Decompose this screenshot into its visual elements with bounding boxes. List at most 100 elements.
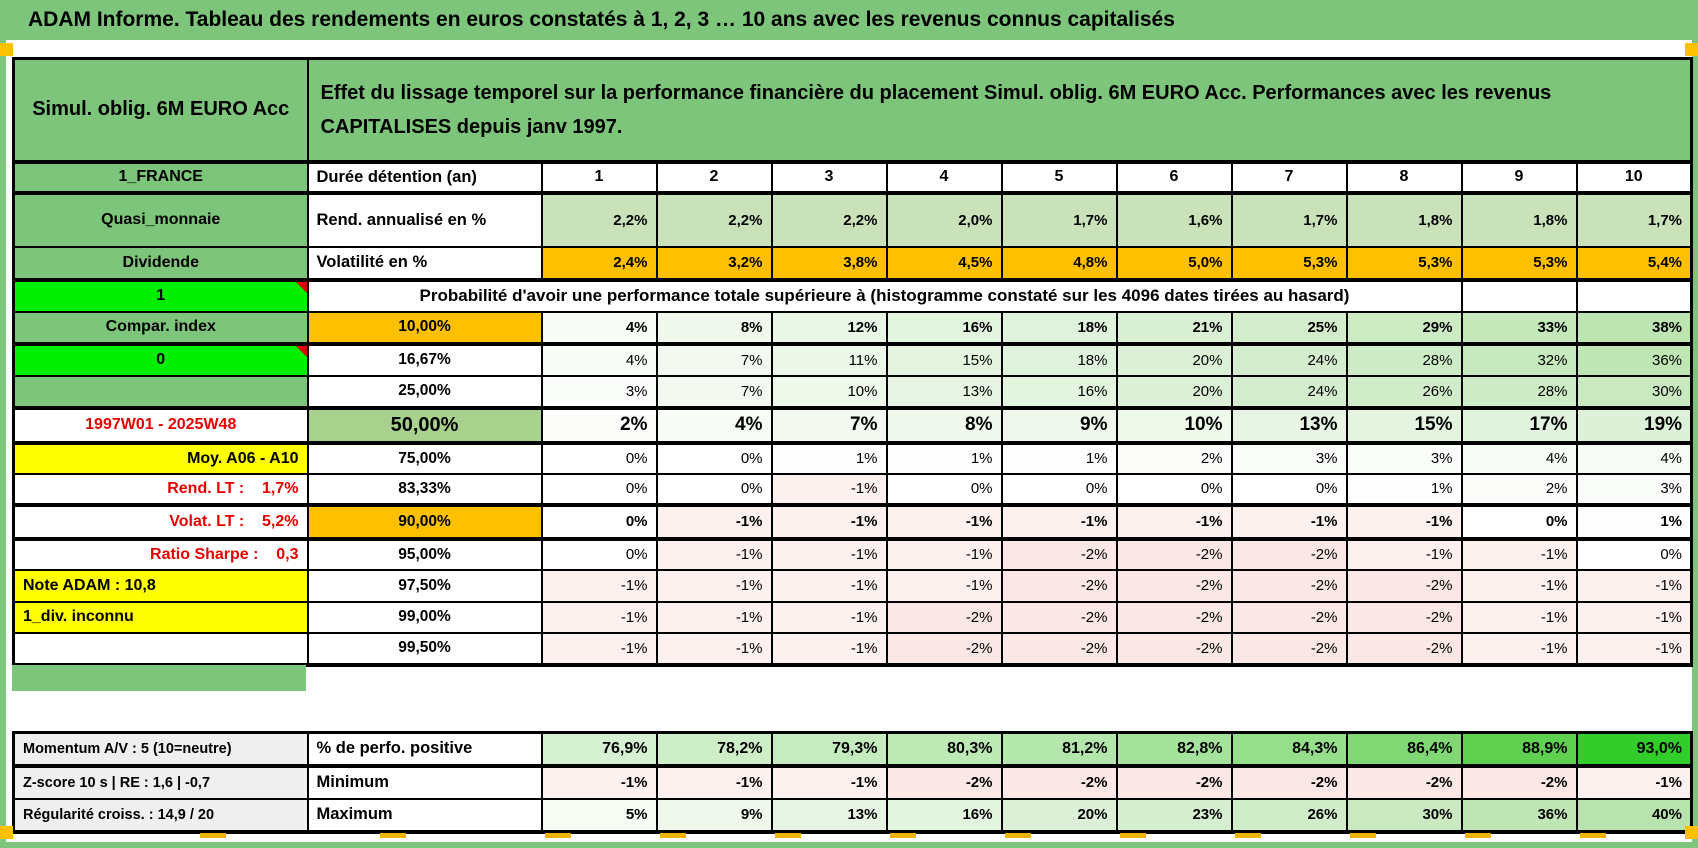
metric-label-cell[interactable]: 16,67% (306, 342, 543, 377)
value-cell[interactable]: 20% (1000, 797, 1118, 834)
value-cell[interactable]: -1% (770, 537, 888, 571)
value-cell[interactable]: 4% (1460, 441, 1578, 475)
value-cell[interactable]: 7% (655, 342, 773, 377)
value-cell[interactable]: 4% (655, 406, 773, 445)
value-cell[interactable]: 3% (1575, 472, 1693, 507)
row-label-cell[interactable]: Ratio Sharpe : 0,3 (12, 537, 309, 571)
row-label-cell[interactable]: Note ADAM : 10,8 (12, 568, 309, 603)
value-cell[interactable]: 20% (1115, 374, 1233, 410)
value-cell[interactable]: 1,8% (1345, 191, 1463, 248)
metric-label-cell[interactable]: Durée détention (an) (306, 160, 543, 195)
value-cell[interactable]: 13% (1230, 406, 1348, 445)
metric-label-cell[interactable]: 83,33% (306, 472, 543, 507)
value-cell[interactable]: 3,2% (655, 245, 773, 282)
value-cell[interactable]: 0% (1575, 537, 1693, 571)
value-cell[interactable]: 1,7% (1000, 191, 1118, 248)
value-cell[interactable]: 36% (1460, 797, 1578, 834)
metric-label-cell[interactable]: Rend. annualisé en % (306, 191, 543, 248)
value-cell[interactable]: 3 (770, 160, 888, 195)
value-cell[interactable]: 5 (1000, 160, 1118, 195)
value-cell[interactable]: 1% (770, 441, 888, 475)
value-cell[interactable]: 2,2% (770, 191, 888, 248)
value-cell[interactable]: 10 (1575, 160, 1693, 195)
value-cell[interactable]: 15% (885, 342, 1003, 377)
value-cell[interactable]: 78,2% (655, 731, 773, 768)
value-cell[interactable]: 84,3% (1230, 731, 1348, 768)
value-cell[interactable]: 0% (1115, 472, 1233, 507)
value-cell[interactable]: -1% (655, 600, 773, 634)
value-cell[interactable]: 20% (1115, 342, 1233, 377)
value-cell[interactable]: 7% (655, 374, 773, 410)
value-cell[interactable]: 4,8% (1000, 245, 1118, 282)
value-cell[interactable]: -2% (1230, 568, 1348, 603)
value-cell[interactable]: -2% (1230, 631, 1348, 667)
value-cell[interactable]: 4% (1575, 441, 1693, 475)
value-cell[interactable]: -2% (1000, 537, 1118, 571)
metric-label-cell[interactable]: Volatilité en % (306, 245, 543, 282)
value-cell[interactable]: 8% (655, 310, 773, 346)
value-cell[interactable]: 0% (655, 472, 773, 507)
value-cell[interactable]: 40% (1575, 797, 1693, 834)
value-cell[interactable]: 82,8% (1115, 731, 1233, 768)
metric-label-cell[interactable]: 25,00% (306, 374, 543, 410)
value-cell[interactable]: 16% (885, 797, 1003, 834)
value-cell[interactable]: -1% (1575, 764, 1693, 800)
value-cell[interactable]: 79,3% (770, 731, 888, 768)
value-cell[interactable]: -2% (1115, 631, 1233, 667)
value-cell[interactable]: 24% (1230, 374, 1348, 410)
metric-label-cell[interactable]: 90,00% (306, 503, 543, 541)
value-cell[interactable]: 86,4% (1345, 731, 1463, 768)
value-cell[interactable]: 16% (1000, 374, 1118, 410)
row-label-cell[interactable]: Régularité croiss. : 14,9 / 20 (12, 797, 309, 834)
value-cell[interactable]: -2% (1345, 631, 1463, 667)
metric-label-cell[interactable]: 10,00% (306, 310, 543, 346)
row-label-cell[interactable]: 1997W01 - 2025W48 (12, 406, 309, 445)
value-cell[interactable]: -2% (1345, 568, 1463, 603)
value-cell[interactable]: 1% (1000, 441, 1118, 475)
value-cell[interactable]: -2% (1000, 568, 1118, 603)
value-cell[interactable]: 7% (770, 406, 888, 445)
value-cell[interactable]: -2% (885, 631, 1003, 667)
value-cell[interactable]: 0% (540, 441, 658, 475)
value-cell[interactable]: 2,2% (655, 191, 773, 248)
metric-label-cell[interactable]: 97,50% (306, 568, 543, 603)
value-cell[interactable]: 3% (540, 374, 658, 410)
row-label-cell[interactable]: Z-score 10 s | RE : 1,6 | -0,7 (12, 764, 309, 800)
value-cell[interactable]: 23% (1115, 797, 1233, 834)
value-cell[interactable]: -1% (770, 600, 888, 634)
value-cell[interactable]: -1% (1575, 568, 1693, 603)
value-cell[interactable]: 10% (770, 374, 888, 410)
value-cell[interactable]: -1% (1575, 631, 1693, 667)
value-cell[interactable]: 1,7% (1575, 191, 1693, 248)
value-cell[interactable]: -1% (655, 503, 773, 541)
value-cell[interactable]: 0% (540, 472, 658, 507)
empty-cell[interactable] (1460, 278, 1578, 313)
value-cell[interactable]: -1% (770, 568, 888, 603)
value-cell[interactable]: 28% (1460, 374, 1578, 410)
value-cell[interactable]: 2% (540, 406, 658, 445)
value-cell[interactable]: -1% (655, 568, 773, 603)
value-cell[interactable]: 2,2% (540, 191, 658, 248)
value-cell[interactable]: 1 (540, 160, 658, 195)
value-cell[interactable]: 76,9% (540, 731, 658, 768)
value-cell[interactable]: -2% (1115, 568, 1233, 603)
value-cell[interactable]: -1% (770, 764, 888, 800)
value-cell[interactable]: 12% (770, 310, 888, 346)
value-cell[interactable]: -2% (1230, 764, 1348, 800)
metric-label-cell[interactable]: % de perfo. positive (306, 731, 543, 768)
value-cell[interactable]: 26% (1230, 797, 1348, 834)
value-cell[interactable]: 0% (1460, 503, 1578, 541)
value-cell[interactable]: 5,4% (1575, 245, 1693, 282)
value-cell[interactable]: 5,3% (1460, 245, 1578, 282)
row-label-cell[interactable]: Volat. LT : 5,2% (12, 503, 309, 541)
value-cell[interactable]: 4,5% (885, 245, 1003, 282)
value-cell[interactable]: 17% (1460, 406, 1578, 445)
value-cell[interactable]: -2% (885, 764, 1003, 800)
value-cell[interactable]: 8 (1345, 160, 1463, 195)
value-cell[interactable]: 80,3% (885, 731, 1003, 768)
row-label-cell[interactable] (12, 374, 309, 410)
value-cell[interactable]: -1% (885, 568, 1003, 603)
value-cell[interactable]: 2,4% (540, 245, 658, 282)
value-cell[interactable]: 2,0% (885, 191, 1003, 248)
metric-label-cell[interactable]: Maximum (306, 797, 543, 834)
